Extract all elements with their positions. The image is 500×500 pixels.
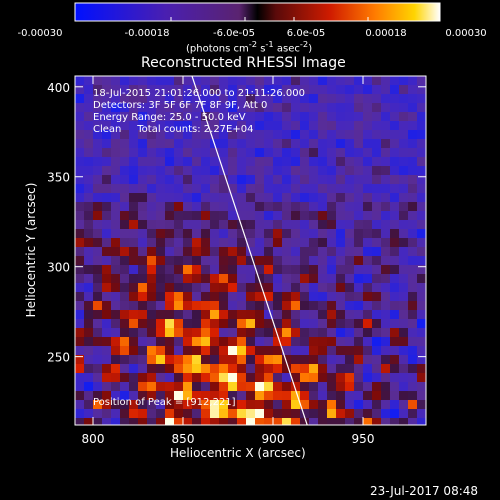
- annotation-detectors: Detectors: 3F 5F 6F 7F 8F 9F, Att 0: [93, 100, 268, 111]
- heatmap-image: [75, 76, 426, 425]
- footer-timestamp: 23-Jul-2017 08:48: [370, 484, 479, 498]
- x-tick-label: 800: [82, 432, 105, 446]
- annotation-energy-range: Energy Range: 25.0 - 50.0 keV: [93, 112, 246, 123]
- colorbar-tick-label: 0.00018: [365, 28, 406, 39]
- colorbar-ticks: -0.00030 -0.00018 -6.0e-05 6.0e-05 0.00018 0.…: [18, 17, 487, 39]
- y-axis-label: Heliocentric Y (arcsec): [24, 182, 38, 318]
- x-tick-label: 850: [172, 432, 195, 446]
- colorbar: [74, 2, 441, 22]
- colorbar-tick-label: -0.00018: [125, 28, 170, 39]
- colorbar-tick-label: -6.0e-05: [213, 28, 255, 39]
- annotation-clean-counts: Clean Total counts: 2.27E+04: [93, 124, 254, 135]
- y-tick-label: 250: [47, 351, 70, 365]
- y-tick-label: 350: [47, 171, 70, 185]
- plot-frame: [74, 75, 427, 426]
- colorbar-tick-label: 6.0e-05: [287, 28, 325, 39]
- y-tick-label: 400: [47, 81, 70, 95]
- solar-limb-line: [191, 76, 308, 425]
- chart-title: Reconstructed RHESSI Image: [141, 55, 346, 71]
- annotation-time-range: 18-Jul-2015 21:01:26.000 to 21:11:26.000: [93, 88, 305, 99]
- x-tick-label: 900: [262, 432, 285, 446]
- peak-position-label: Position of Peak = [912,221]: [93, 397, 236, 408]
- y-tick-label: 300: [47, 261, 70, 275]
- colorbar-units: (photons cm-2 s-1 asec-2): [186, 39, 313, 55]
- colorbar-tick-label: 0.00030: [445, 28, 486, 39]
- x-axis-ticks: 800 850 900 950: [82, 76, 375, 446]
- x-axis-label: Heliocentric X (arcsec): [170, 446, 306, 460]
- y-axis-ticks: 250 300 350 400: [47, 81, 426, 365]
- x-tick-label: 950: [352, 432, 375, 446]
- colorbar-tick-label: -0.00030: [18, 28, 63, 39]
